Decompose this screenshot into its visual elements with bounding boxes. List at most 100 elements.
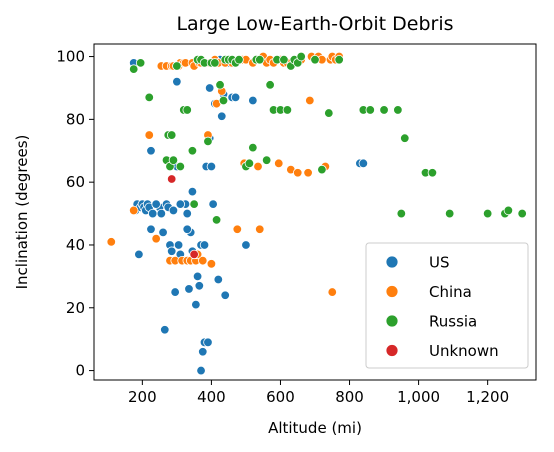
point-russia (144, 92, 154, 103)
point-china (293, 168, 303, 178)
point-russia (503, 205, 514, 216)
point-us (203, 337, 213, 348)
plot-area (93, 43, 537, 381)
point-russia (218, 95, 229, 106)
point-us (204, 83, 215, 93)
point-china (129, 205, 139, 216)
point-russia (182, 105, 192, 115)
point-russia (265, 80, 275, 90)
legend-marker-russia (385, 314, 399, 328)
y-tick-label: 0 (75, 362, 85, 380)
point-russia (310, 55, 320, 65)
point-china (305, 95, 315, 106)
point-russia (427, 168, 438, 178)
point-us (146, 146, 156, 156)
legend-frame (365, 242, 529, 369)
point-russia (203, 136, 213, 147)
point-china (327, 287, 337, 297)
point-russia (135, 58, 146, 68)
legend-marker-china (385, 285, 399, 298)
point-us (196, 365, 206, 376)
y-axis-label: Inclination (degrees) (13, 135, 31, 290)
data-points (106, 51, 527, 376)
point-russia (234, 55, 244, 65)
point-china (274, 158, 284, 169)
point-us (217, 111, 227, 121)
point-russia (379, 105, 389, 115)
x-tick-label: 800 (335, 388, 364, 406)
chart-title: Large Low-Earth-Orbit Debris (176, 13, 453, 35)
point-us (248, 95, 258, 106)
legend-label-russia: Russia (429, 313, 477, 331)
x-tick-label: 600 (266, 388, 295, 406)
point-russia (166, 130, 177, 140)
point-us (168, 205, 179, 216)
point-us (173, 240, 184, 250)
point-us (220, 290, 230, 300)
point-us (175, 199, 186, 209)
point-us (184, 284, 194, 294)
point-russia (210, 58, 220, 68)
point-russia (255, 55, 265, 65)
point-russia (393, 105, 403, 115)
point-us (146, 224, 156, 234)
y-tick-label: 100 (56, 48, 85, 66)
point-russia (517, 208, 527, 219)
point-us (358, 158, 369, 169)
point-russia (296, 51, 306, 62)
point-china (253, 161, 263, 172)
y-tick-label: 20 (66, 299, 85, 317)
point-us (158, 227, 168, 238)
point-us (134, 249, 144, 260)
x-axis-ticks: 200 400 600 800 1,000 1,200 (128, 380, 509, 406)
point-us (151, 199, 161, 209)
point-china (255, 224, 265, 234)
legend-marker-us (385, 255, 399, 269)
point-russia (129, 64, 139, 74)
point-russia (317, 164, 327, 175)
point-us (160, 325, 170, 335)
point-us (182, 224, 192, 234)
point-us (192, 271, 203, 282)
legend-label-unknown: Unknown (429, 342, 499, 360)
point-russia (282, 105, 293, 115)
y-tick-label: 60 (66, 173, 85, 191)
point-russia (168, 155, 179, 165)
point-russia (400, 133, 410, 143)
point-russia (324, 108, 334, 118)
point-us (241, 240, 251, 250)
point-china (144, 130, 154, 140)
point-china (206, 259, 217, 269)
point-russia (396, 208, 407, 219)
point-russia (172, 61, 182, 71)
point-us (166, 246, 177, 256)
point-us (230, 92, 241, 103)
point-us (194, 281, 205, 291)
y-tick-label: 40 (66, 236, 85, 254)
legend: US China Russia Unknown (365, 242, 529, 369)
point-russia (444, 208, 455, 219)
point-us (148, 208, 158, 219)
point-us (172, 76, 182, 87)
x-tick-label: 1,000 (397, 388, 440, 406)
point-china (151, 233, 161, 244)
point-us (213, 274, 224, 285)
point-us (191, 299, 201, 310)
legend-marker-unknown (385, 344, 399, 357)
plot-frame (93, 43, 537, 381)
point-russia (261, 155, 272, 165)
x-tick-label: 1,200 (466, 388, 509, 406)
y-axis-ticks: 0 20 40 60 80 100 (56, 48, 94, 380)
point-russia (211, 215, 222, 225)
point-russia (248, 142, 258, 153)
y-tick-label: 80 (66, 110, 85, 128)
point-us (198, 347, 208, 357)
point-china (198, 255, 208, 266)
point-russia (187, 146, 198, 156)
point-china (106, 237, 116, 247)
legend-label-china: China (429, 283, 472, 301)
point-us (170, 287, 180, 297)
point-russia (279, 55, 289, 65)
point-russia (365, 105, 375, 115)
